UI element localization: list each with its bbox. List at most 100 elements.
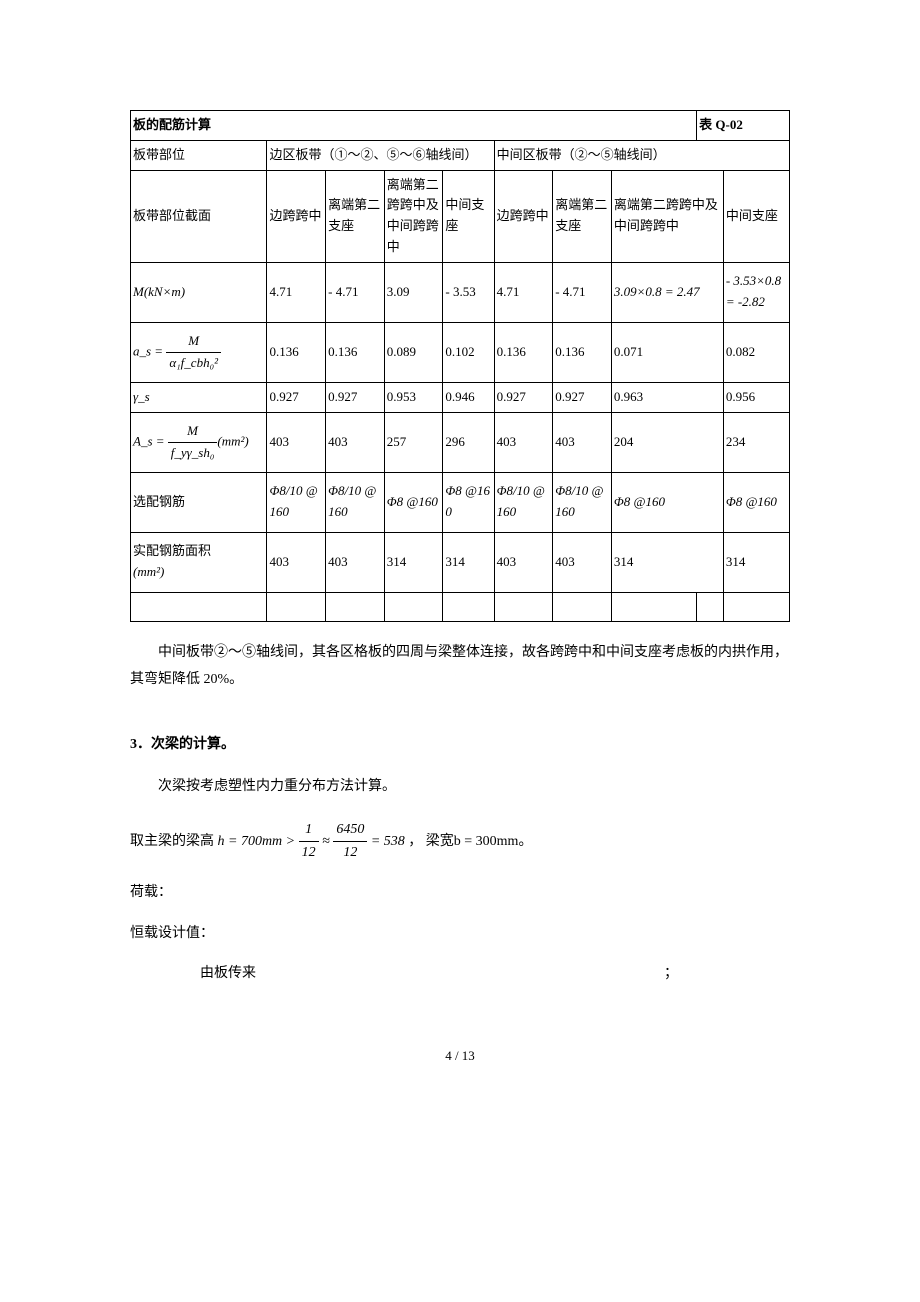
header1-label: 板带部位 <box>131 140 267 170</box>
eq-approx: ≈ <box>322 834 333 849</box>
alpha-num: M <box>166 331 221 353</box>
cell: - 3.53×0.8 = -2.82 <box>723 262 789 322</box>
cell: 0.082 <box>723 322 789 382</box>
row-rebar-select: 选配钢筋 Φ8/10 @160 Φ8/10 @160 Φ8 @160 Φ8 @1… <box>131 472 790 532</box>
cell: - 3.53 <box>443 262 494 322</box>
cell: Φ8/10 @160 <box>267 472 326 532</box>
area-l1: 实配钢筋面积 <box>133 543 211 558</box>
cell: 0.927 <box>553 382 612 412</box>
col-h: 中间支座 <box>443 170 494 262</box>
from-slab: 由板传来 <box>200 963 256 985</box>
frac1-num: 1 <box>299 819 319 842</box>
as-unit: (mm²) <box>217 433 248 448</box>
cell: 0.927 <box>326 382 385 412</box>
row-label-gamma: γ_s <box>131 382 267 412</box>
beam-height-equation: 取主梁的梁高 h = 700mm > 112 ≈ 645012 = 538 ， … <box>130 819 790 865</box>
para-2: 次梁按考虑塑性内力重分布方法计算。 <box>130 774 790 801</box>
cell: 234 <box>723 412 789 472</box>
area-l2: (mm²) <box>133 564 164 579</box>
row-rebar-area: 实配钢筋面积 (mm²) 403 403 314 314 403 403 314… <box>131 532 790 592</box>
row-label-alpha: a_s = Mα₁f_cbh₀² <box>131 322 267 382</box>
as-den: f_yγ_sh₀ <box>168 443 218 464</box>
cell: Φ8 @160 <box>611 472 723 532</box>
cell: 0.136 <box>553 322 612 382</box>
as-lhs: A_s = <box>133 433 168 448</box>
row-label: M(kN×m) <box>131 262 267 322</box>
load-label: 荷载： <box>130 882 790 904</box>
cell: Φ8 @160 <box>384 472 443 532</box>
cell: 403 <box>494 532 553 592</box>
col-h: 离端第二支座 <box>326 170 385 262</box>
cell: - 4.71 <box>553 262 612 322</box>
cell: 403 <box>553 532 612 592</box>
cell: 403 <box>267 532 326 592</box>
row-as: A_s = Mf_yγ_sh₀(mm²) 403 403 257 296 403… <box>131 412 790 472</box>
cell: 296 <box>443 412 494 472</box>
cell: 314 <box>611 532 723 592</box>
row-gamma: γ_s 0.927 0.927 0.953 0.946 0.927 0.927 … <box>131 382 790 412</box>
header2-label: 板带部位截面 <box>131 170 267 262</box>
row-moment: M(kN×m) 4.71 - 4.71 3.09 - 3.53 4.71 - 4… <box>131 262 790 322</box>
header-row-2: 板带部位截面 边跨跨中 离端第二支座 离端第二跨跨中及中间跨跨中 中间支座 边跨… <box>131 170 790 262</box>
cell: 0.071 <box>611 322 723 382</box>
header-row-1: 板带部位 边区板带（①～②、⑤～⑥轴线间） 中间区板带（②～⑤轴线间） <box>131 140 790 170</box>
cell: 3.09 <box>384 262 443 322</box>
cell: 0.136 <box>494 322 553 382</box>
alpha-lhs: a_s = <box>133 343 166 358</box>
cell: 0.963 <box>611 382 723 412</box>
cell: 0.927 <box>494 382 553 412</box>
frac2-num: 6450 <box>333 819 367 842</box>
cell: Φ8 @160 <box>723 472 789 532</box>
cell: 314 <box>384 532 443 592</box>
cell: 257 <box>384 412 443 472</box>
cell: Φ8/10 @160 <box>494 472 553 532</box>
eq-prefix: 取主梁的梁高 <box>130 834 214 849</box>
frac1-den: 12 <box>299 842 319 864</box>
cell: Φ8/10 @160 <box>553 472 612 532</box>
cell: 4.71 <box>267 262 326 322</box>
table-title-row: 板的配筋计算 表 Q-02 <box>131 111 790 141</box>
table-title: 板的配筋计算 <box>131 111 697 141</box>
eq-h: h = 700mm > <box>218 834 299 849</box>
empty-row <box>131 592 790 622</box>
cell: - 4.71 <box>326 262 385 322</box>
cell: 403 <box>553 412 612 472</box>
cell: 0.946 <box>443 382 494 412</box>
para-1: 中间板带②～⑤轴线间，其各区格板的四周与梁整体连接，故各跨跨中和中间支座考虑板的… <box>130 640 790 693</box>
cell: 0.136 <box>267 322 326 382</box>
cell: Φ8 @160 <box>443 472 494 532</box>
row-alpha: a_s = Mα₁f_cbh₀² 0.136 0.136 0.089 0.102… <box>131 322 790 382</box>
cell: 0.089 <box>384 322 443 382</box>
cell: 403 <box>326 412 385 472</box>
table-num: 表 Q-02 <box>697 111 790 141</box>
cell: 314 <box>443 532 494 592</box>
cell: 3.09×0.8 = 2.47 <box>611 262 723 322</box>
from-slab-line: 由板传来 ； <box>130 963 790 985</box>
cell: 0.136 <box>326 322 385 382</box>
cell: 4.71 <box>494 262 553 322</box>
cell: Φ8/10 @160 <box>326 472 385 532</box>
section-3-heading: 3．次梁的计算。 <box>130 734 790 756</box>
row-label-area: 实配钢筋面积 (mm²) <box>131 532 267 592</box>
cell: 403 <box>326 532 385 592</box>
cell: 314 <box>723 532 789 592</box>
reinforcement-table: 板的配筋计算 表 Q-02 板带部位 边区板带（①～②、⑤～⑥轴线间） 中间区板… <box>130 110 790 622</box>
cell: 0.102 <box>443 322 494 382</box>
cell: 204 <box>611 412 723 472</box>
cell: 0.956 <box>723 382 789 412</box>
col-h: 边跨跨中 <box>267 170 326 262</box>
header1-col2: 中间区板带（②～⑤轴线间） <box>494 140 789 170</box>
cell: 0.953 <box>384 382 443 412</box>
cell: 403 <box>267 412 326 472</box>
alpha-den: α₁f_cbh₀² <box>166 353 221 374</box>
col-h: 离端第二跨跨中及中间跨跨中 <box>384 170 443 262</box>
dead-load-label: 恒载设计值： <box>130 923 790 945</box>
eq-result: = 538 <box>371 834 405 849</box>
cell: 0.927 <box>267 382 326 412</box>
header1-col1: 边区板带（①～②、⑤～⑥轴线间） <box>267 140 494 170</box>
row-label: 选配钢筋 <box>131 472 267 532</box>
frac2-den: 12 <box>333 842 367 864</box>
cell: 403 <box>494 412 553 472</box>
row-label-as: A_s = Mf_yγ_sh₀(mm²) <box>131 412 267 472</box>
semicolon: ； <box>664 963 790 985</box>
